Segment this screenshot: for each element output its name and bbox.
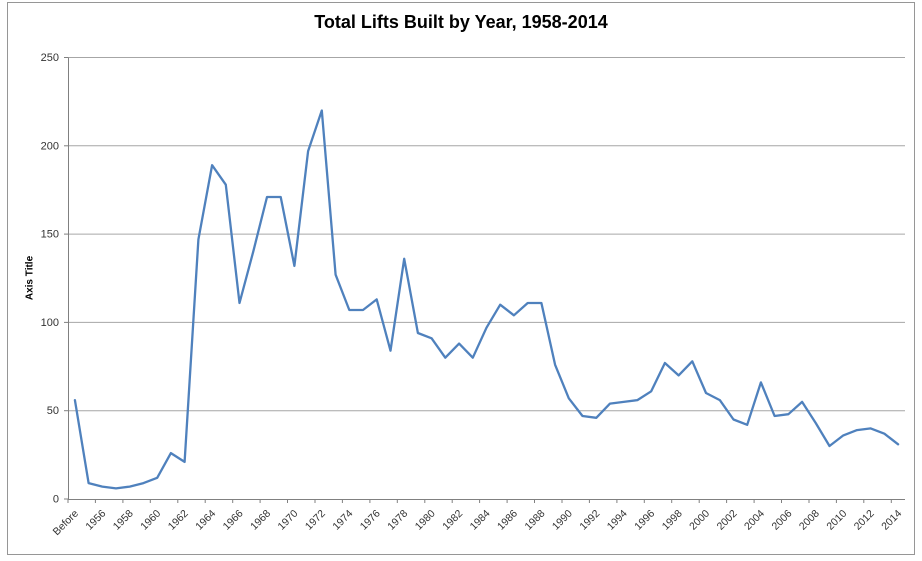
x-tick-label: 2002 xyxy=(715,508,740,533)
x-tick-label: 1974 xyxy=(330,508,355,533)
y-tick-label: 250 xyxy=(41,52,59,64)
x-tick-label: 1970 xyxy=(276,508,301,533)
y-tick-labels: 0 50 100 150 200 250 xyxy=(41,52,59,506)
x-tick-label: 1990 xyxy=(550,508,575,533)
y-tick-label: 200 xyxy=(41,140,59,152)
x-tick-label: 2014 xyxy=(879,508,904,533)
x-tick-label: 1982 xyxy=(440,508,465,533)
x-tick-label: 1994 xyxy=(605,508,630,533)
x-tick-label: 1956 xyxy=(83,508,108,533)
x-tick-label: 1996 xyxy=(632,508,657,533)
x-tick-label: 1964 xyxy=(193,508,218,533)
x-tick-label: 1968 xyxy=(248,508,273,533)
x-tick-label: 1988 xyxy=(523,508,548,533)
x-tick-label: 1958 xyxy=(111,508,136,533)
x-tick-label: 1962 xyxy=(166,508,191,533)
x-tick-label: 2004 xyxy=(742,508,767,533)
x-tick-label: 1986 xyxy=(495,508,520,533)
x-tick-label: 1976 xyxy=(358,508,383,533)
x-tick-label: 2000 xyxy=(687,508,712,533)
x-tick-label: Before xyxy=(51,508,81,538)
x-tick-label: 1992 xyxy=(577,508,602,533)
x-tick-label: 2010 xyxy=(824,508,849,533)
x-tick-label: 2006 xyxy=(770,508,795,533)
x-tick-label: 1998 xyxy=(660,508,685,533)
data-series xyxy=(73,109,900,490)
x-tick-label: 2008 xyxy=(797,508,822,533)
x-tick-label: 2012 xyxy=(852,508,877,533)
gridlines xyxy=(68,57,905,412)
y-tick-label: 150 xyxy=(41,229,59,241)
y-tick-label: 100 xyxy=(41,317,59,329)
y-tick-label: 0 xyxy=(53,494,59,506)
x-tick-label: 1966 xyxy=(221,508,246,533)
chart-title: Total Lifts Built by Year, 1958-2014 xyxy=(314,12,608,32)
x-tick-labels: Before 1956 1958 1960 1962 1964 1966 1968 1970 19… xyxy=(51,508,905,538)
chart-frame: Total Lifts Built by Year, 1958-2014 Axi… xyxy=(7,2,915,555)
x-tick-label: 1980 xyxy=(413,508,438,533)
x-tick-label: 1972 xyxy=(303,508,328,533)
y-tick-label: 50 xyxy=(47,405,59,417)
axes xyxy=(64,57,905,503)
x-tick-label: 1960 xyxy=(138,508,163,533)
x-tick-label: 1984 xyxy=(468,508,493,533)
x-tick-label: 1978 xyxy=(385,508,410,533)
series-line-total-lifts-built xyxy=(73,109,900,490)
